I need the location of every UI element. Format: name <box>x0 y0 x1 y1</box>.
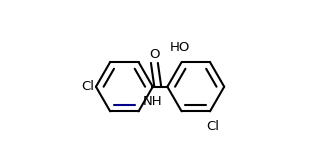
Text: HO: HO <box>170 41 190 54</box>
Text: O: O <box>149 48 160 61</box>
Text: Cl: Cl <box>81 80 94 93</box>
Text: NH: NH <box>143 95 163 108</box>
Text: Cl: Cl <box>206 120 219 133</box>
